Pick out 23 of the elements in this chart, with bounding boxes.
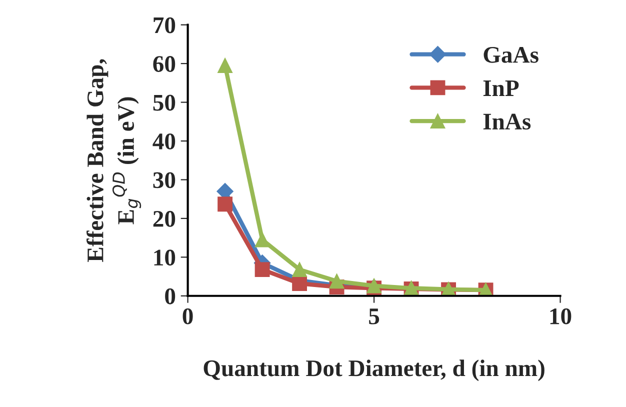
legend-label: InAs bbox=[483, 114, 531, 130]
y-tick-label: 0 bbox=[165, 288, 176, 304]
y-tick-label: 50 bbox=[153, 94, 176, 111]
point bbox=[292, 276, 308, 291]
x-tick-label: 0 bbox=[182, 308, 193, 324]
legend-label: InP bbox=[483, 80, 519, 96]
x-tick-label: 10 bbox=[550, 308, 572, 324]
y-tick-label: 30 bbox=[153, 172, 176, 188]
point bbox=[292, 262, 308, 278]
point bbox=[254, 262, 270, 278]
x-axis-title: Quantum Dot Diameter, d (in nm) bbox=[204, 360, 544, 382]
point bbox=[254, 232, 270, 248]
point bbox=[218, 58, 233, 73]
y-tick-label: 20 bbox=[153, 210, 176, 227]
y-tick-label: 40 bbox=[152, 133, 176, 150]
legend-label: GaAs bbox=[484, 46, 538, 63]
point bbox=[218, 196, 233, 212]
y-tick-label: 70 bbox=[154, 17, 176, 34]
y-tick-label: 60 bbox=[153, 56, 176, 72]
x-tick-label: 5 bbox=[369, 308, 380, 324]
y-axis-title: Effective Band Gap, E$_{g}$$^{QD}$ (in eV) bbox=[86, 59, 142, 262]
point bbox=[329, 274, 344, 289]
y-tick-label: 10 bbox=[154, 250, 176, 266]
